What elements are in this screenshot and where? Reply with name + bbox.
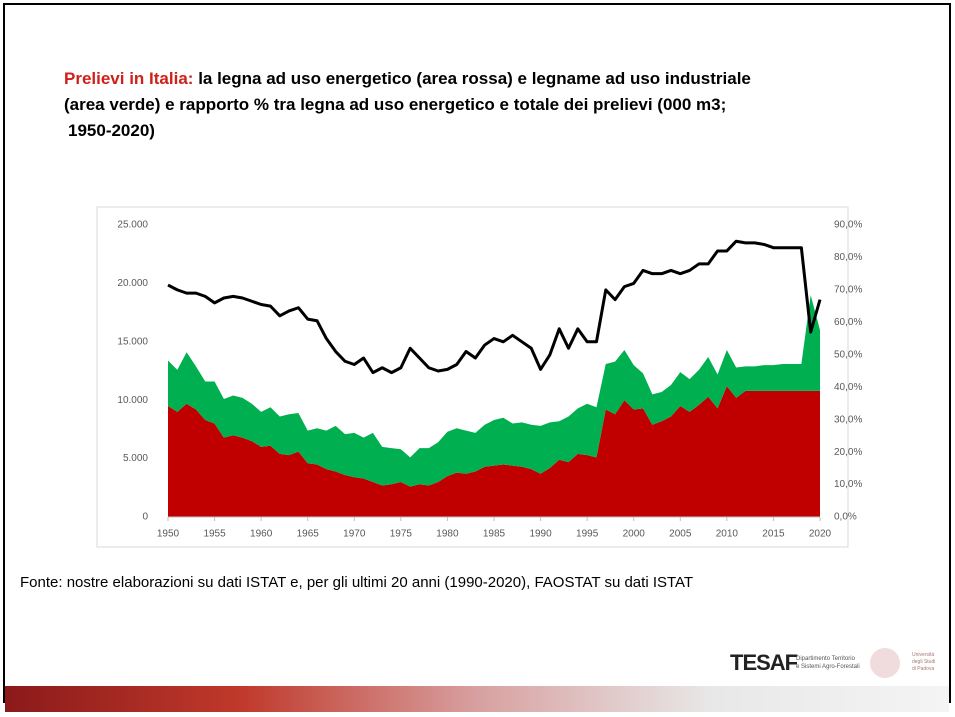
logo: TESAF: [730, 650, 798, 675]
y2-tick-label: 10,0%: [834, 479, 862, 490]
university-line: Università: [912, 652, 935, 658]
y-tick-label: 25.000: [117, 220, 148, 231]
y2-tick-label: 60,0%: [834, 317, 862, 328]
x-tick-label: 1965: [297, 529, 320, 540]
y2-tick-label: 40,0%: [834, 382, 862, 393]
title-line: (area verde) e rapporto % tra legna ad u…: [64, 95, 727, 114]
title-line: 1950-2020): [68, 121, 155, 140]
x-tick-label: 2000: [623, 529, 646, 540]
title: Prelievi in Italia: la legna ad uso ener…: [64, 66, 934, 144]
y-tick-label: 15.000: [117, 336, 148, 347]
x-tick-label: 1955: [203, 529, 226, 540]
university-seal: [870, 648, 900, 678]
y2-tick-label: 90,0%: [834, 220, 862, 231]
x-tick-label: 2010: [716, 529, 739, 540]
x-tick-label: 2005: [669, 529, 692, 540]
university-line: degli Studi: [912, 659, 936, 665]
ratio-line: [167, 239, 822, 375]
x-tick-label: 1980: [436, 529, 459, 540]
source: Fonte: nostre elaborazioni su dati ISTAT…: [20, 574, 694, 591]
title-prefix: Prelievi in Italia:: [64, 69, 194, 88]
area: [168, 386, 820, 517]
frame: [3, 3, 951, 703]
university-line: di Padova: [912, 666, 935, 672]
footer-bar: [5, 686, 949, 712]
x-tick-label: 1990: [529, 529, 552, 540]
y2-tick-label: 80,0%: [834, 252, 862, 263]
logo-subtitle: Dipartimento Territorio e Sistemi Agro-Fo…: [796, 655, 860, 671]
area: [168, 295, 820, 487]
y2-tick-label: 70,0%: [834, 285, 862, 296]
y-tick-label: 20.000: [117, 278, 148, 289]
y2-tick-label: 20,0%: [834, 447, 862, 458]
logo-line: e Sistemi Agro-Forestali: [796, 664, 860, 670]
university: Università degli Studi di Padova: [912, 652, 935, 673]
y-tick-label: 5.000: [123, 453, 148, 464]
x-tick-label: 1975: [390, 529, 413, 540]
y2-tick-label: 30,0%: [834, 414, 862, 425]
x-tick-label: 1950: [157, 529, 180, 540]
x-tick-label: 1970: [343, 529, 366, 540]
x-tick-label: 1985: [483, 529, 506, 540]
x-tick-label: 1960: [250, 529, 273, 540]
y2-tick-label: 50,0%: [834, 349, 862, 360]
y2-tick-label: 0,0%: [834, 512, 857, 523]
title-line: la legna ad uso energetico (area rossa) …: [198, 69, 751, 88]
y-tick-label: 10.000: [117, 395, 148, 406]
y-tick-label: 0: [142, 512, 148, 523]
x-tick-label: 1995: [576, 529, 599, 540]
logo-line: Dipartimento Territorio: [796, 656, 855, 662]
x-tick-label: 2015: [762, 529, 785, 540]
x-tick-label: 2020: [809, 529, 832, 540]
